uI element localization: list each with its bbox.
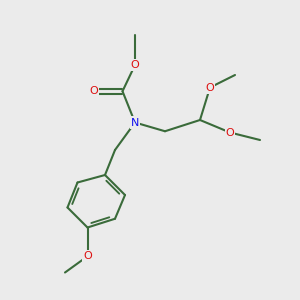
Text: O: O [130, 60, 140, 70]
Text: N: N [131, 118, 139, 128]
Text: O: O [206, 82, 214, 92]
Text: O: O [89, 86, 98, 96]
Text: O: O [83, 251, 92, 261]
Text: O: O [226, 128, 234, 137]
